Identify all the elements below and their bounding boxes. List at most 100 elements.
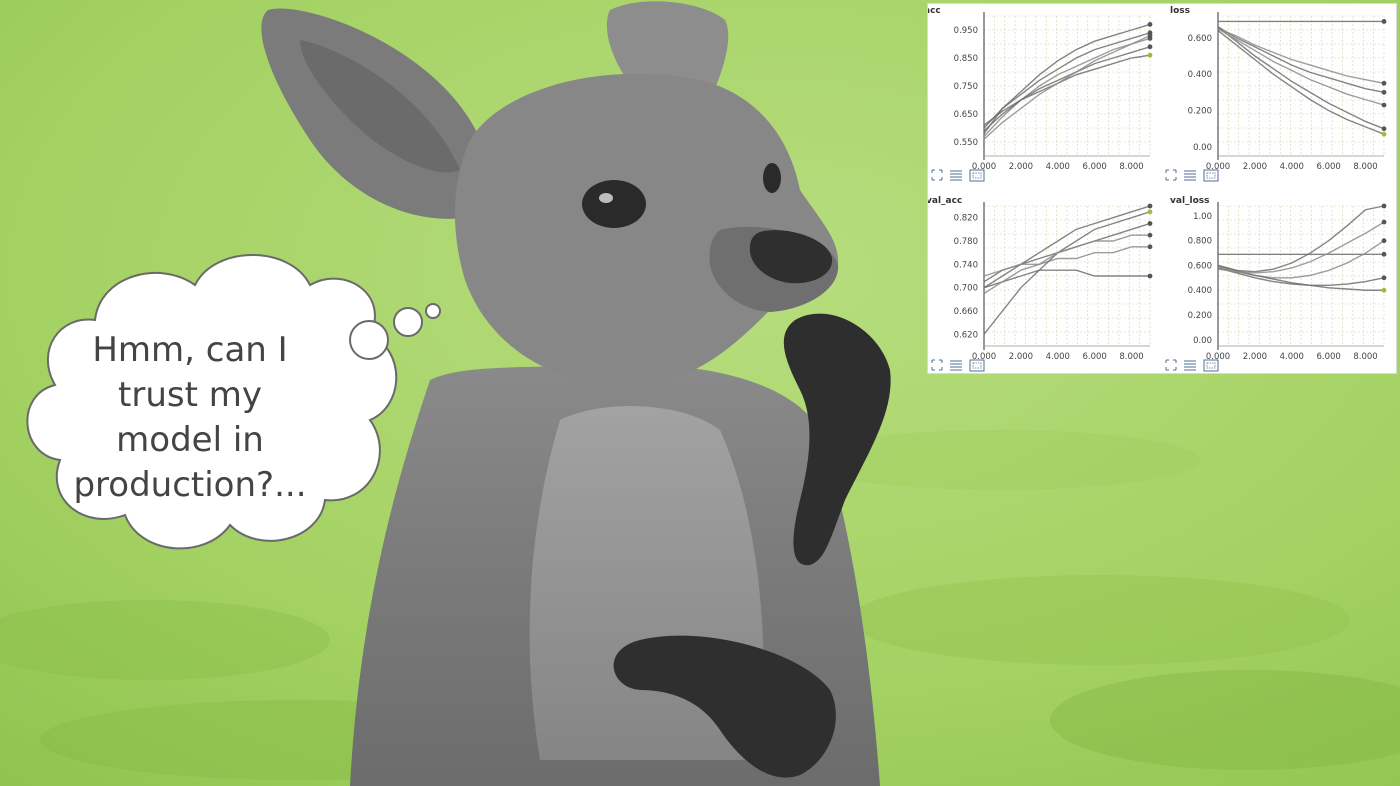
series-line: [983, 32, 1151, 129]
series-end-point: [1381, 287, 1387, 293]
y-tick-label: 0.650: [954, 110, 978, 120]
chart-controls: [931, 359, 985, 372]
series-line: [1217, 29, 1385, 135]
list-icon[interactable]: [950, 360, 962, 371]
fit-icon[interactable]: [1203, 359, 1219, 372]
series-end-point: [1381, 131, 1387, 137]
series-line: [983, 37, 1151, 137]
y-tick-label: 0.400: [1188, 286, 1212, 296]
chart-panel-val-acc: val_acc 0.620 0.660 0.700 0.740 0.780 0.820 0.…: [928, 194, 1162, 373]
series-end-point: [1381, 80, 1387, 86]
list-icon[interactable]: [950, 170, 962, 181]
series-line: [983, 246, 1150, 277]
x-tick-label: 2.000: [1009, 162, 1033, 172]
x-tick-label: 8.000: [1119, 162, 1143, 172]
series-end-point: [1381, 89, 1387, 95]
thought-bubble-dot-small: [425, 303, 441, 319]
list-icon[interactable]: [1184, 170, 1196, 181]
expand-icon[interactable]: [1165, 359, 1177, 371]
fit-icon[interactable]: [969, 169, 985, 182]
series-end-point: [1381, 219, 1387, 225]
series-line: [983, 54, 1151, 126]
series-line: [983, 222, 1151, 283]
x-tick-label: 8.000: [1119, 352, 1143, 362]
series-end-point: [1147, 232, 1153, 238]
y-tick-label: 0.950: [954, 26, 978, 36]
series-line: [1217, 26, 1385, 130]
thought-line-1: Hmm, can I: [92, 330, 288, 370]
thought-bubble-text: Hmm, can I trust my model in production?…: [70, 328, 310, 508]
y-tick-label: 0.700: [954, 284, 978, 294]
thought-line-3: model in: [116, 420, 264, 460]
series-line: [1217, 26, 1385, 94]
kangaroo-nose: [749, 230, 833, 284]
expand-icon[interactable]: [931, 169, 943, 181]
chart-panel-val-loss: val_loss 0.00 0.200 0.400 0.600 0.800 1.00 0.0…: [1162, 194, 1396, 373]
x-tick-label: 6.000: [1316, 352, 1340, 362]
series-end-point: [1381, 126, 1387, 132]
chart-title-val-loss: val_loss: [1170, 196, 1210, 206]
series-line: [983, 205, 1151, 289]
x-tick-label: 8.000: [1353, 352, 1377, 362]
series-end-point: [1147, 273, 1153, 279]
x-tick-label: 8.000: [1353, 162, 1377, 172]
chart-panel-acc: acc 0.550 0.650 0.750 0.850 0.950 0.000 2.000 4…: [928, 4, 1162, 188]
x-tick-label: 6.000: [1082, 352, 1106, 362]
y-tick-label: 0.780: [954, 237, 978, 247]
y-tick-label: 0.600: [1188, 34, 1212, 44]
chart-grid: [1217, 15, 1385, 157]
x-tick-label: 0.000: [1206, 162, 1230, 172]
thought-bubble: [26, 254, 441, 550]
series-line: [1217, 28, 1385, 106]
y-tick-label: 0.660: [954, 307, 978, 317]
y-tick-label: 0.800: [1188, 237, 1212, 247]
y-tick-label: 0.620: [954, 330, 978, 340]
y-tick-label: 0.750: [954, 82, 978, 92]
series-line: [1217, 205, 1385, 273]
series-end-point: [1381, 102, 1387, 108]
series-line: [1217, 28, 1385, 84]
series-line: [983, 34, 1151, 140]
series-end-point: [1147, 52, 1153, 58]
series-end-point: [1147, 44, 1153, 50]
series-end-point: [1381, 238, 1387, 244]
series-line: [983, 46, 1151, 132]
y-tick-label: 0.820: [954, 214, 978, 224]
expand-icon[interactable]: [1165, 169, 1177, 181]
expand-icon[interactable]: [931, 359, 943, 371]
series-line: [983, 211, 1151, 335]
kangaroo-image: [261, 1, 891, 786]
chart-val-acc: 0.620 0.660 0.700 0.740 0.780 0.820 0.000 2.000…: [931, 202, 1153, 372]
thought-line-2: trust my: [118, 375, 262, 415]
list-icon[interactable]: [1184, 360, 1196, 371]
y-tick-label: 0.550: [954, 138, 978, 148]
series-end-point: [1381, 203, 1387, 209]
series-end-point: [1147, 209, 1153, 215]
kangaroo-lower-paw: [613, 635, 836, 778]
y-tick-label: 0.200: [1188, 311, 1212, 321]
y-tick-label: 0.00: [1193, 336, 1212, 346]
y-tick-label: 0.850: [954, 54, 978, 64]
thought-bubble-cloud: [26, 254, 398, 550]
training-metrics-dashboard: acc 0.550 0.650 0.750 0.850 0.950 0.000 2.000 4…: [927, 3, 1397, 374]
series-line: [983, 23, 1151, 135]
kangaroo-raised-paw: [783, 313, 891, 566]
thought-line-4: production?...: [73, 465, 307, 505]
x-tick-label: 0.000: [972, 352, 996, 362]
chart-loss: 0.00 0.200 0.400 0.600 0.000 2.000 4.000 6.000 8…: [1165, 12, 1387, 182]
thought-bubble-dot-large: [349, 320, 389, 360]
chart-controls: [1165, 169, 1219, 182]
fit-icon[interactable]: [1203, 169, 1219, 182]
series-line: [1217, 221, 1385, 274]
series-line: [983, 269, 1150, 289]
chart-val-loss: 0.00 0.200 0.400 0.600 0.800 1.00 0.000 2.000 4.…: [1165, 202, 1387, 372]
chart-title-acc: acc: [928, 6, 941, 16]
chart-acc: 0.550 0.650 0.750 0.850 0.950 0.000 2.000 4.000…: [931, 12, 1153, 182]
x-tick-label: 6.000: [1082, 162, 1106, 172]
fit-icon[interactable]: [969, 359, 985, 372]
series-end-point: [1147, 221, 1153, 226]
kangaroo-eye-left: [582, 180, 646, 228]
x-tick-label: 4.000: [1280, 352, 1304, 362]
x-tick-label: 4.000: [1046, 162, 1070, 172]
x-tick-label: 0.000: [972, 162, 996, 172]
